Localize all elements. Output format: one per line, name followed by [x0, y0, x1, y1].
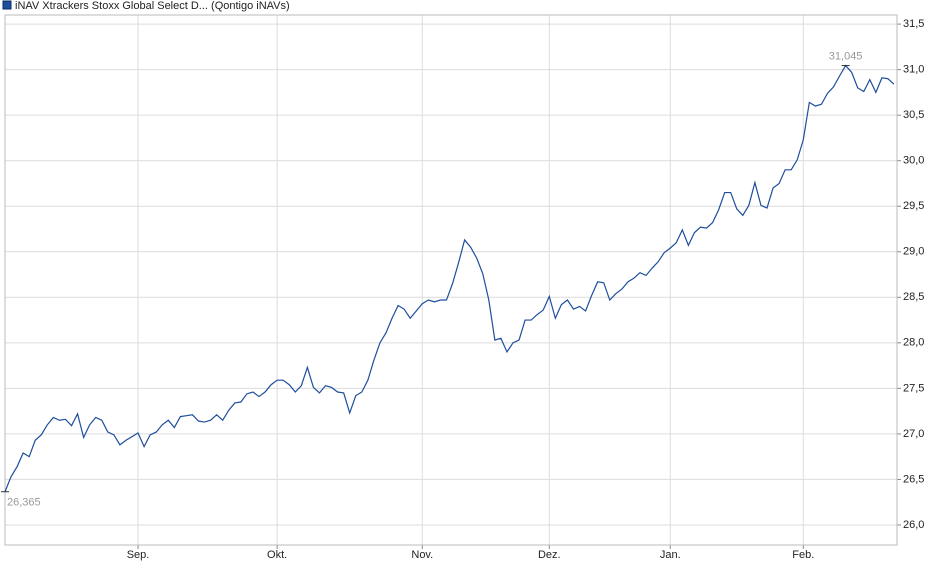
- chart-title: iNAV Xtrackers Stoxx Global Select D... …: [15, 0, 290, 12]
- y-tick-label: 31,0: [903, 64, 924, 76]
- x-tick-label: Sep.: [127, 549, 150, 561]
- y-tick-label: 27,5: [903, 382, 924, 394]
- legend-swatch: [2, 0, 12, 10]
- x-tick-label: Jan.: [660, 549, 681, 561]
- y-tick-label: 28,0: [903, 337, 924, 349]
- plot-frame: [4, 14, 898, 546]
- y-tick-label: 30,5: [903, 109, 924, 121]
- x-tick-label: Feb.: [792, 549, 814, 561]
- x-tick-label: Okt.: [267, 549, 287, 561]
- x-tick-label: Dez.: [538, 549, 561, 561]
- y-tick-label: 29,5: [903, 200, 924, 212]
- y-tick-label: 26,5: [903, 473, 924, 485]
- annotation-label: 31,045: [829, 50, 863, 62]
- price-line: [4, 64, 895, 492]
- y-tick-label: 28,5: [903, 291, 924, 303]
- y-tick-label: 27,0: [903, 428, 924, 440]
- y-tick-label: 31,5: [903, 18, 924, 30]
- annotation-label: 26,365: [7, 497, 41, 509]
- x-tick-label: Nov.: [411, 549, 433, 561]
- y-tick-label: 30,0: [903, 155, 924, 167]
- y-tick-label: 29,0: [903, 246, 924, 258]
- y-tick-label: 26,0: [903, 519, 924, 531]
